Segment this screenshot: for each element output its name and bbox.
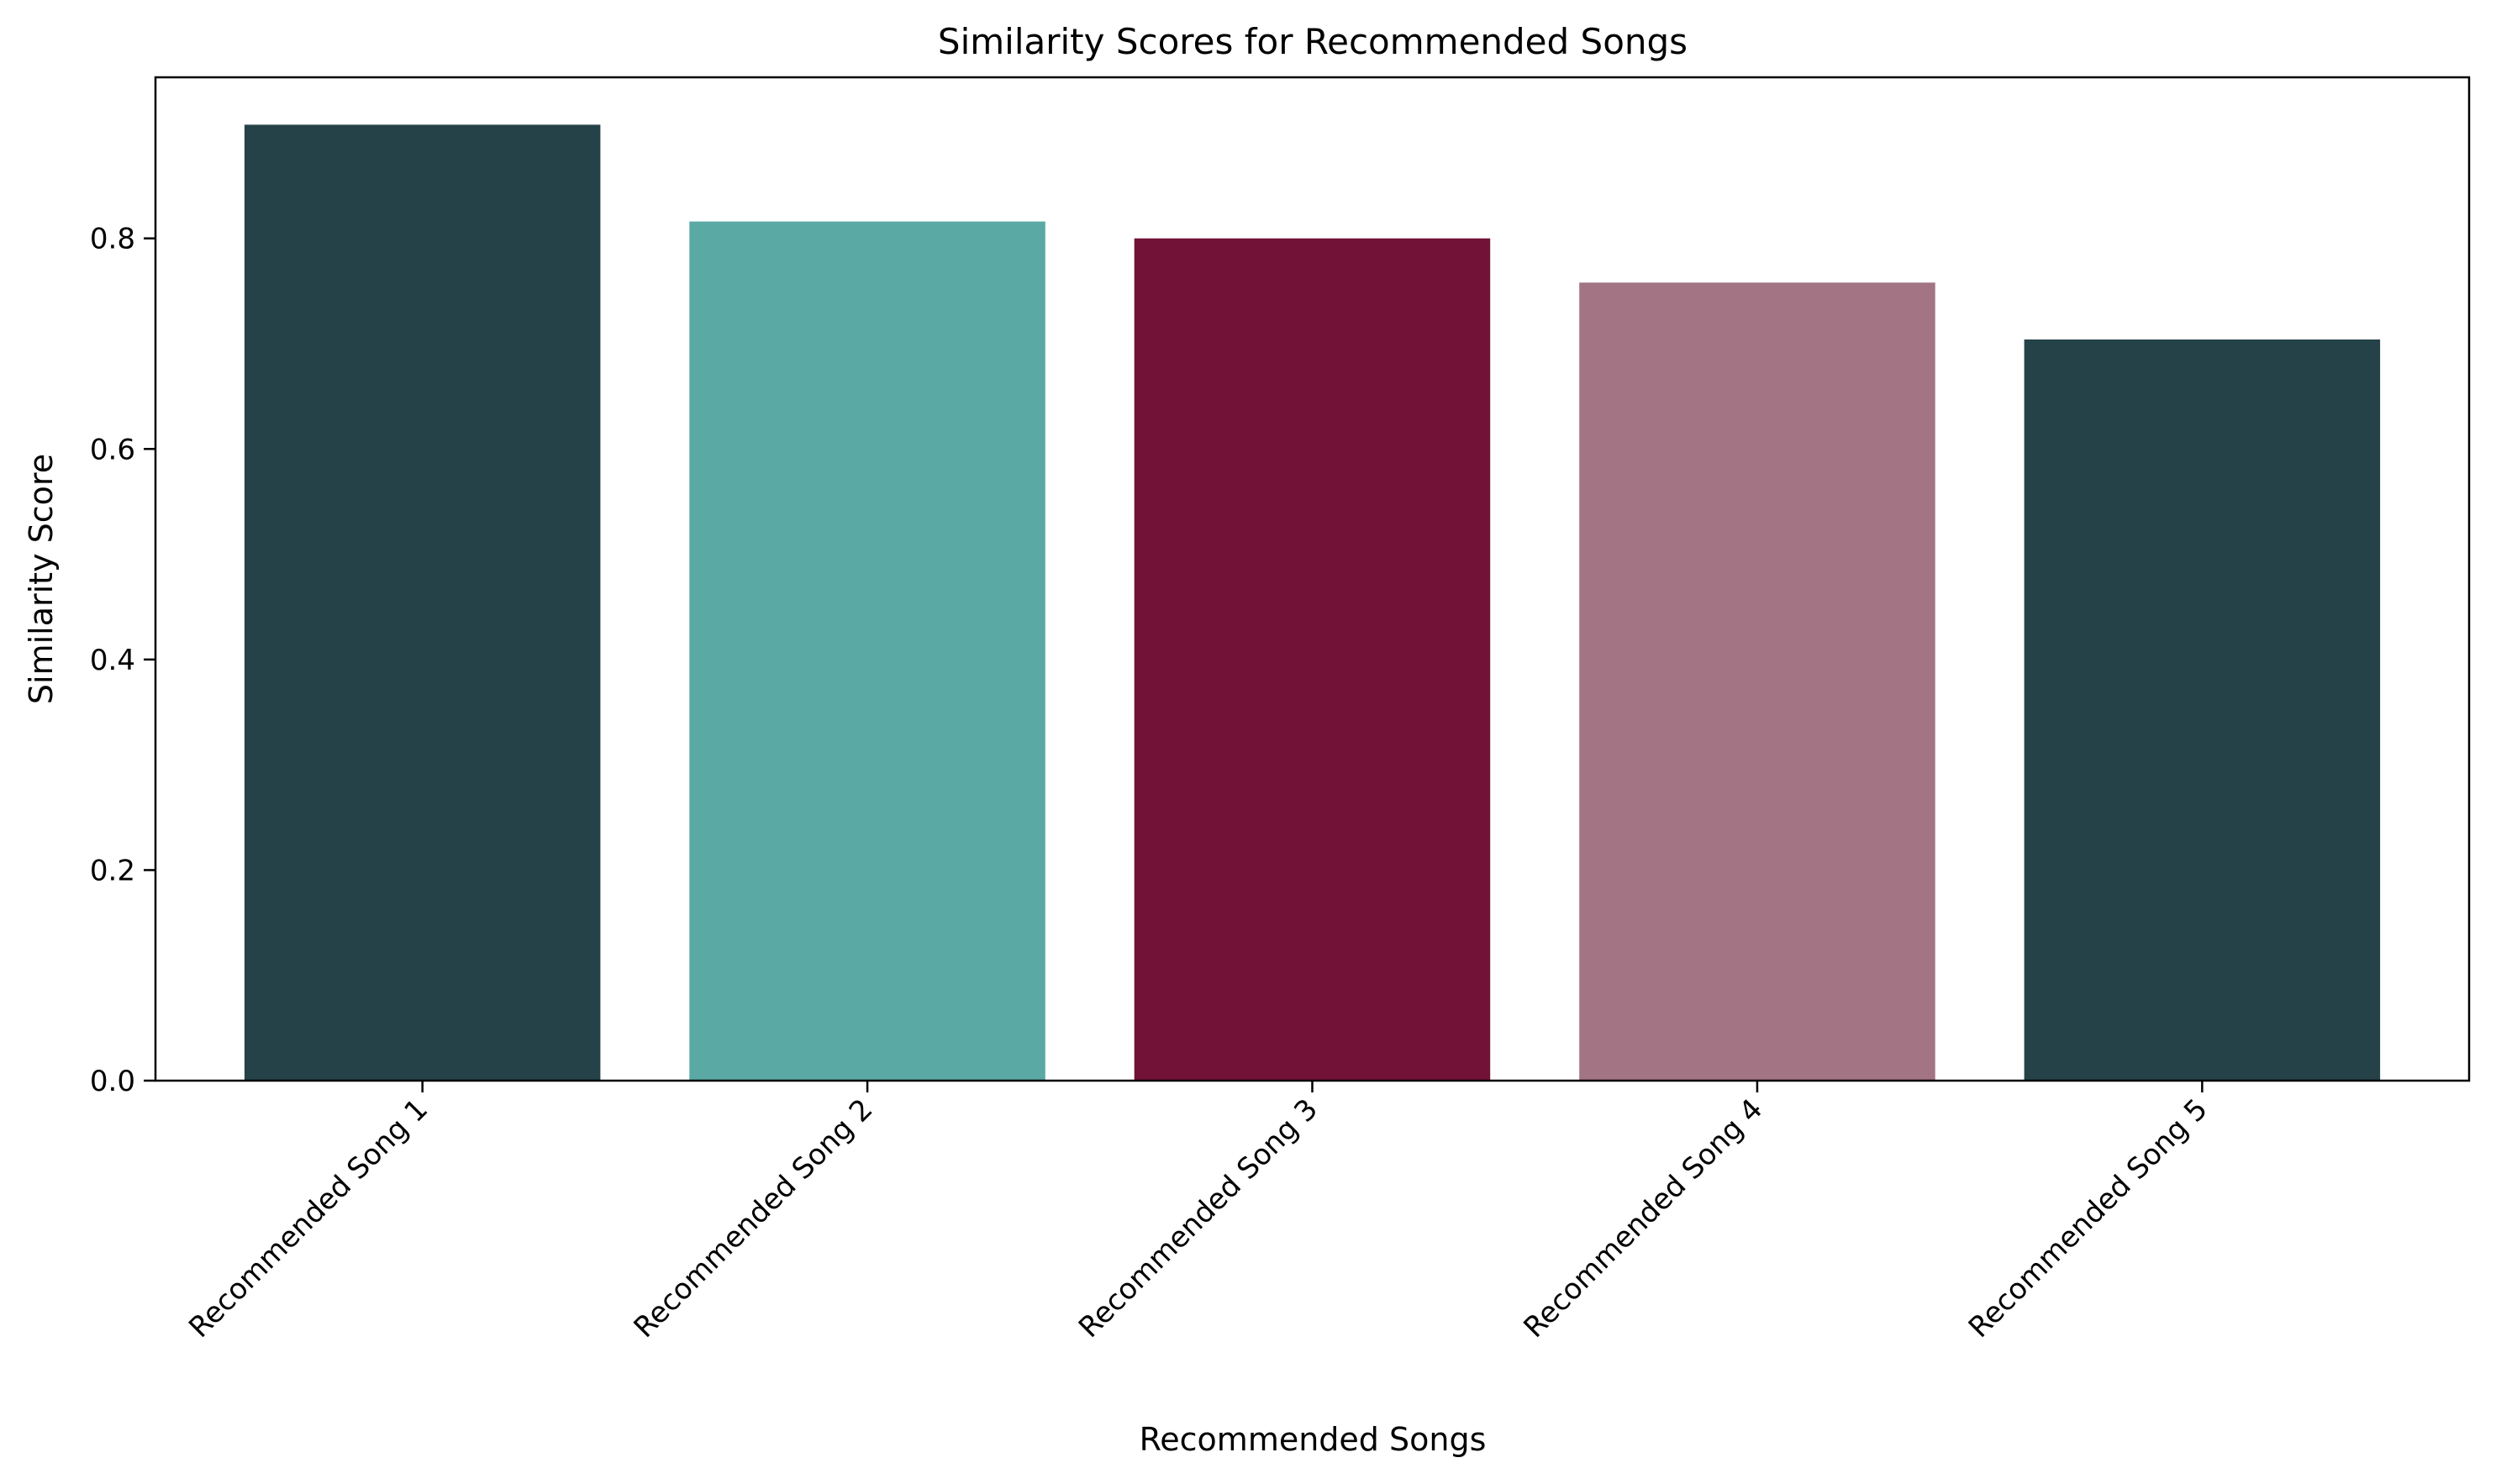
y-tick-label: 0.0 xyxy=(90,1065,135,1098)
bar-3 xyxy=(1134,238,1491,1081)
bar-2 xyxy=(689,221,1045,1081)
y-tick-label: 0.4 xyxy=(90,644,135,677)
bar-4 xyxy=(1579,282,1935,1081)
bar-5 xyxy=(2024,339,2381,1081)
y-axis-label: Similarity Score xyxy=(23,454,60,704)
bars-group xyxy=(244,124,2381,1081)
plot-frame xyxy=(154,76,2471,1082)
y-tick-label: 0.8 xyxy=(90,223,135,256)
y-tick-label: 0.6 xyxy=(90,433,135,466)
x-axis-label: Recommended Songs xyxy=(1140,1421,1487,1458)
chart-title: Similarity Scores for Recommended Songs xyxy=(938,21,1688,62)
y-axis-ticks: 0.0 0.2 0.4 0.6 0.8 xyxy=(90,223,155,1098)
y-tick-label: 0.2 xyxy=(90,854,135,887)
bar-1 xyxy=(244,124,601,1081)
